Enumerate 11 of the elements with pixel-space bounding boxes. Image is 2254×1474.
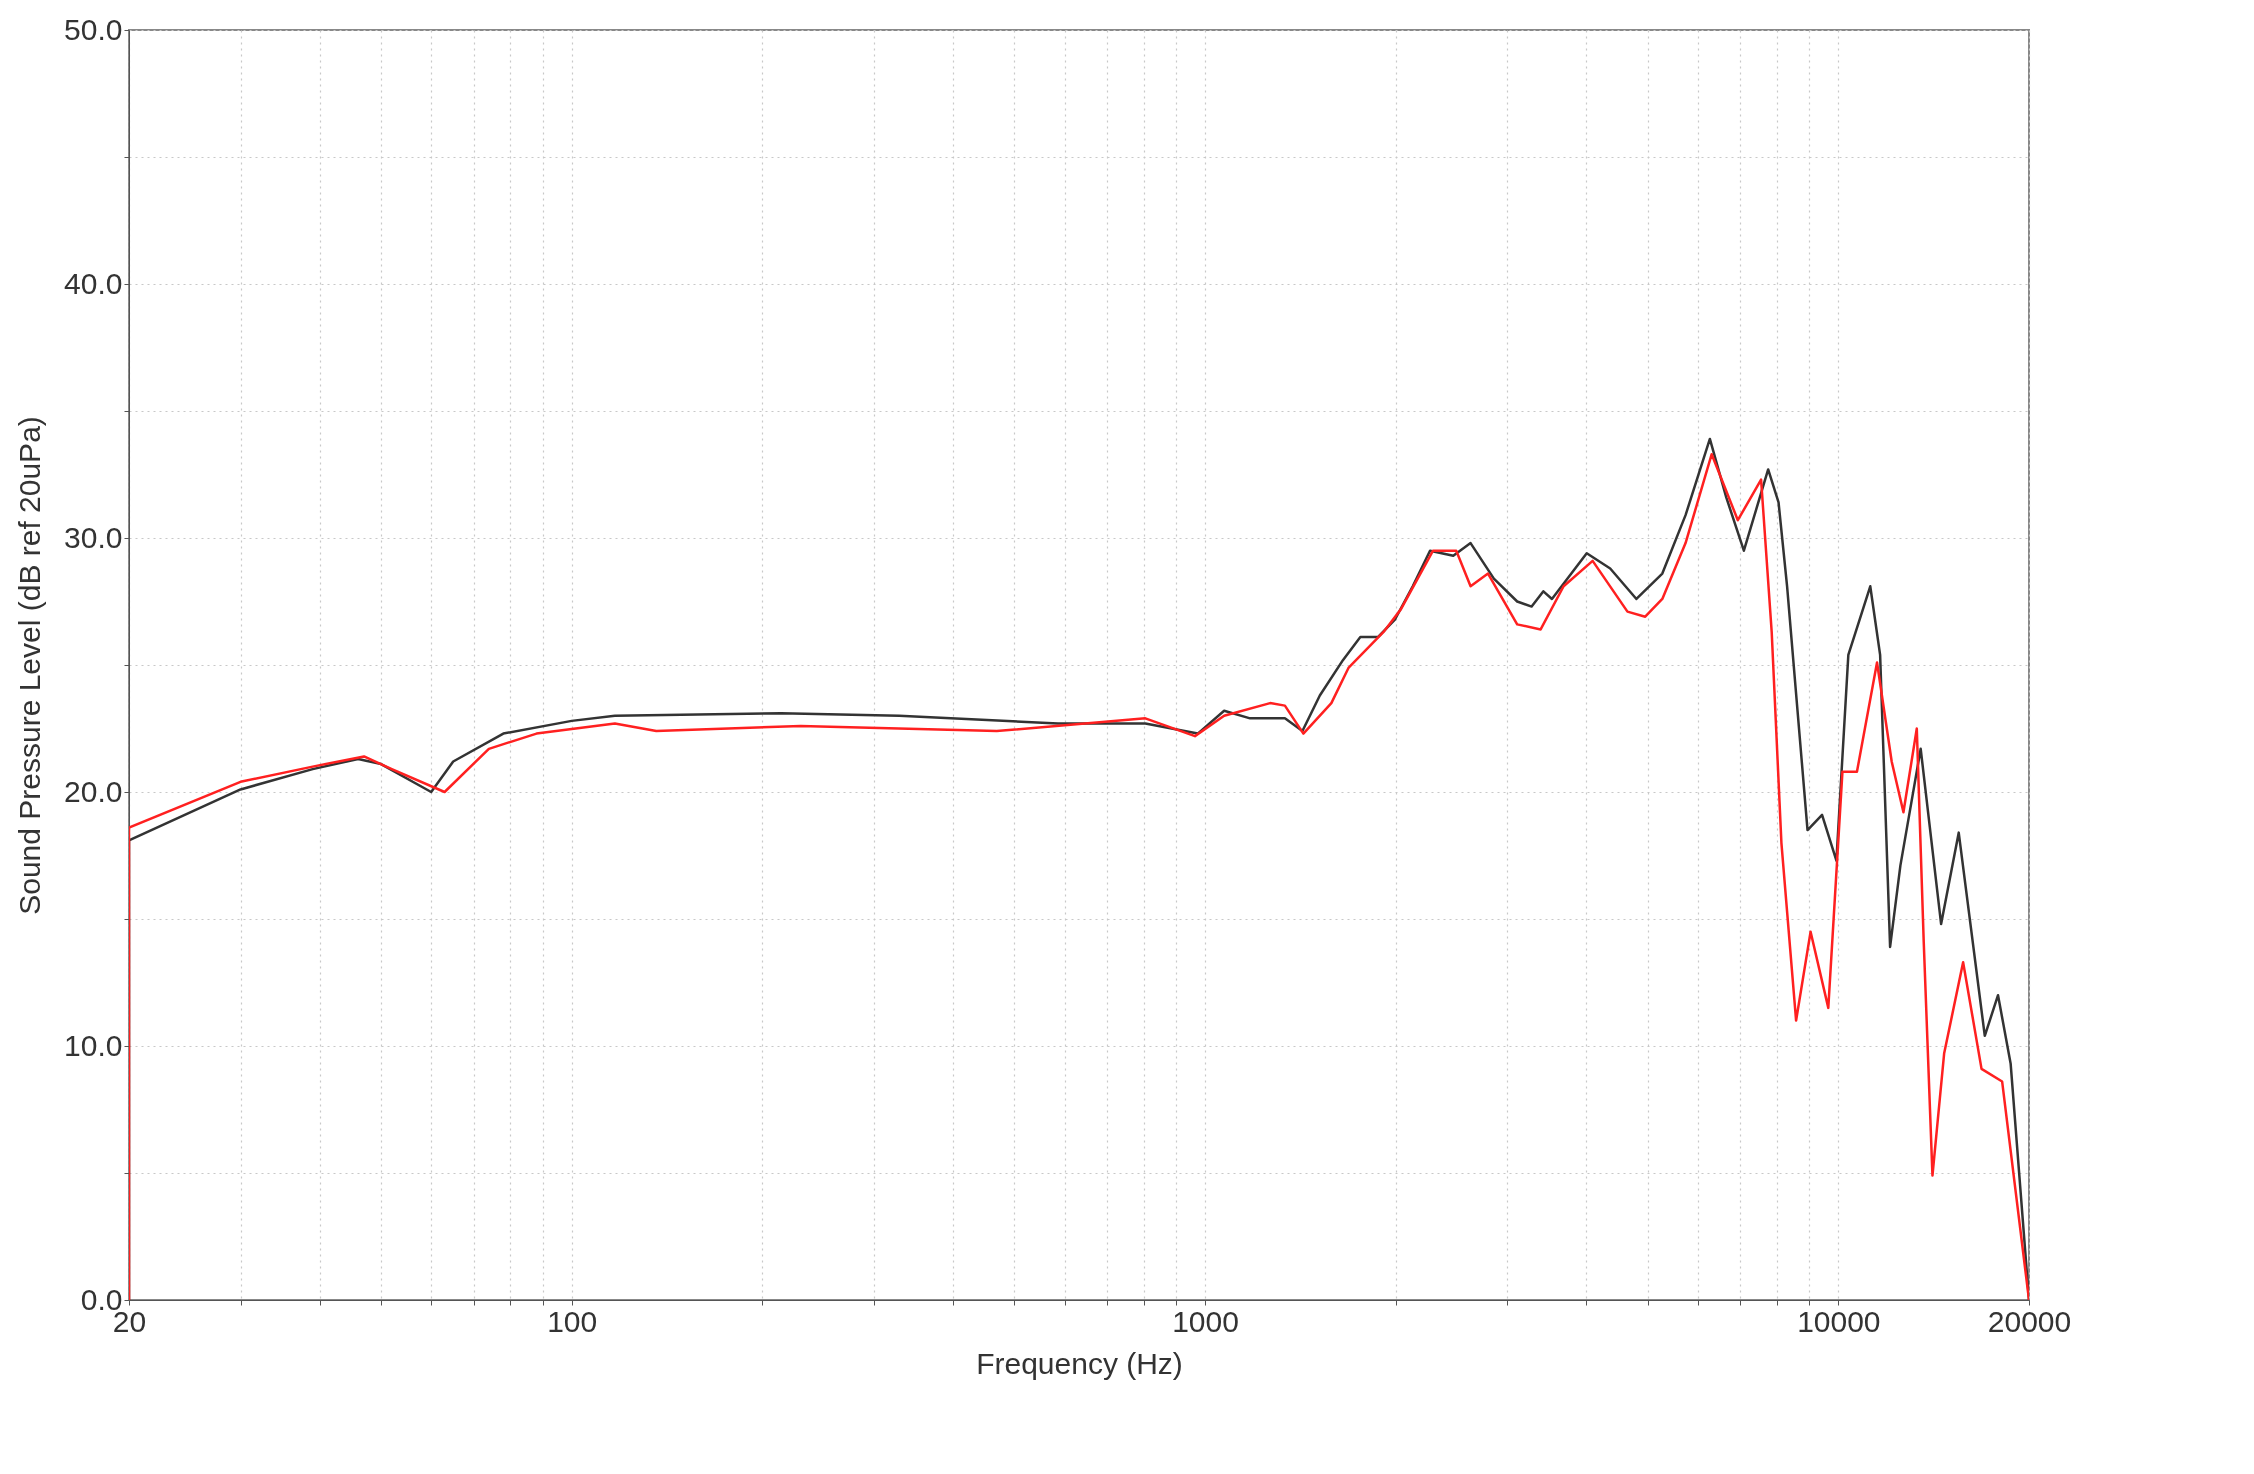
y-tick-label: 50.0 xyxy=(64,12,123,46)
y-tick-label: 40.0 xyxy=(64,266,123,300)
x-axis-title: Frequency (Hz) xyxy=(976,1346,1183,1380)
y-tick-label: 30.0 xyxy=(64,520,123,554)
x-tick-label: 20000 xyxy=(1987,1304,2072,1338)
y-tick-label: 20.0 xyxy=(64,774,123,808)
y-axis-title: Sound Pressure Level (dB ref 20uPa) xyxy=(13,416,47,915)
x-tick-label: 10000 xyxy=(1797,1304,1881,1338)
x-tick-label: 100 xyxy=(547,1304,598,1338)
y-tick-label: 10.0 xyxy=(64,1028,123,1062)
x-tick-label: 1000 xyxy=(1172,1304,1239,1338)
